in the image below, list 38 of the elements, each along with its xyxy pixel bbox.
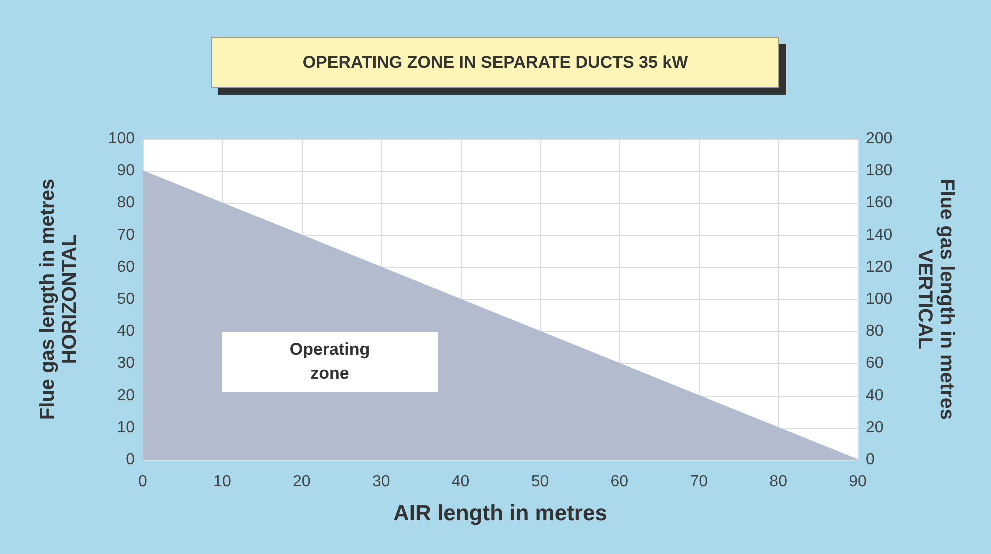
y2-tick-label: 180 (866, 162, 893, 180)
y2-tick-label: 20 (866, 419, 884, 436)
x-tick-label: 40 (452, 474, 470, 490)
y-tick-label: 90 (117, 162, 136, 180)
y2-tick-label: 160 (866, 194, 893, 212)
y2-tick-label: 40 (866, 387, 884, 404)
y2-tick-label: 80 (866, 323, 884, 340)
x-tick-label: 80 (770, 474, 788, 490)
y-tick-label: 60 (117, 258, 136, 276)
x-tick-label: 50 (531, 474, 550, 490)
y2-tick-label: 60 (866, 355, 884, 372)
x-axis-title: AIR length in metres (394, 500, 608, 526)
y-axis-title: Flue gas length in metres HORIZONTAL (37, 178, 81, 420)
chart-title: OPERATING ZONE IN SEPARATE DUCTS 35 kW (302, 53, 690, 72)
y-tick-label: 30 (117, 355, 136, 372)
y2-tick-label: 0 (866, 452, 875, 468)
x-tick-label: 0 (138, 474, 148, 490)
x-tick-label: 60 (610, 474, 629, 490)
y-tick-label: 20 (117, 387, 136, 404)
y-tick-label: 50 (117, 291, 136, 308)
text-box: Operating zone (222, 332, 438, 392)
y-tick-label: 40 (117, 323, 136, 340)
y2-tick-label: 100 (866, 291, 893, 308)
y-tick-label: 80 (117, 194, 136, 212)
annotation: Operating zone (290, 339, 370, 385)
y-tick-label: 0 (126, 452, 136, 468)
y2-tick-label: 140 (866, 226, 893, 244)
y2-tick-label: 200 (866, 130, 893, 148)
y2-axis-title: Flue gas length in metres VERTICAL (914, 178, 958, 420)
x-tick-label: 10 (214, 474, 232, 490)
y2-tick-label: 120 (866, 258, 893, 276)
y-tick-label: 10 (117, 419, 136, 436)
x-tick-label: 70 (690, 474, 708, 490)
x-tick-label: 20 (292, 474, 311, 490)
x-tick-label: 30 (372, 474, 390, 490)
y-tick-label: 100 (108, 130, 136, 148)
y-tick-label: 70 (117, 226, 136, 244)
x-tick-label: 90 (849, 474, 867, 490)
